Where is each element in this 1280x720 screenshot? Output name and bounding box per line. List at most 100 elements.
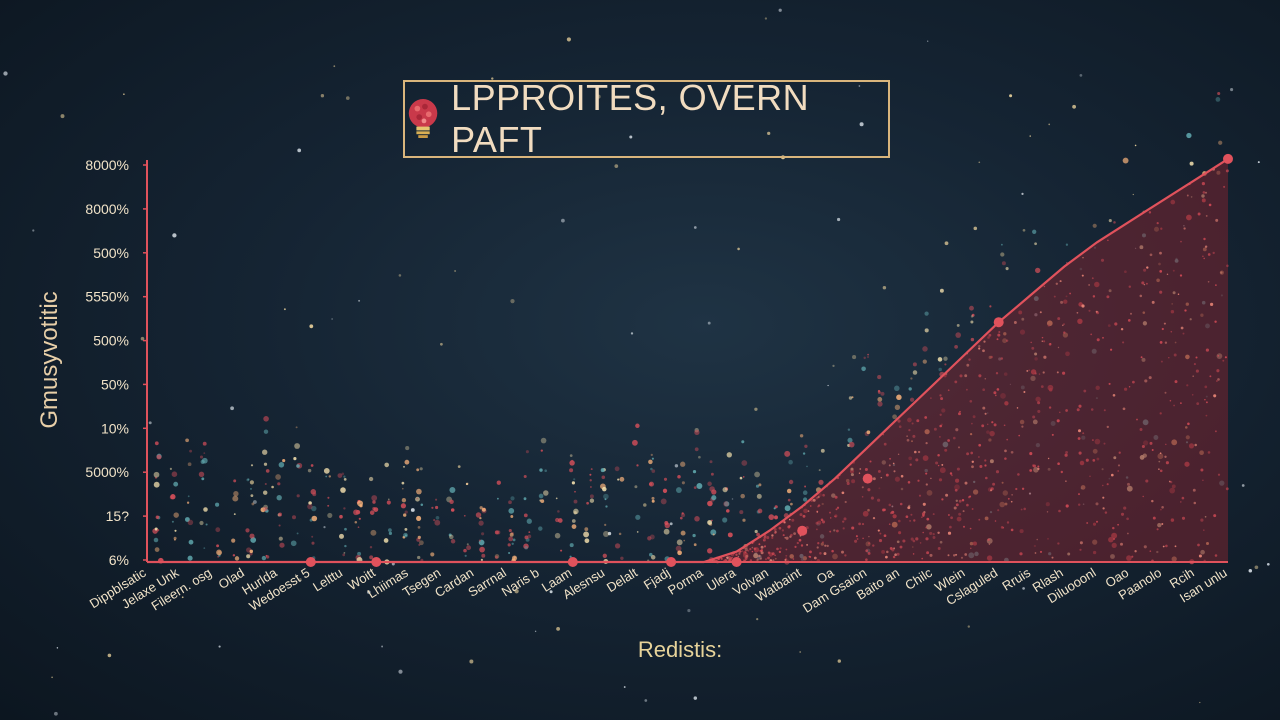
particle-dot (632, 439, 638, 446)
star-dot (1199, 701, 1201, 704)
area-stipple (751, 546, 754, 549)
particle-dot (523, 497, 527, 501)
area-stipple (995, 372, 999, 375)
particle-dot (650, 453, 653, 457)
area-stipple (1088, 309, 1091, 312)
area-stipple (729, 557, 733, 561)
area-stipple (1081, 274, 1084, 277)
particle-dot (726, 452, 732, 458)
particle-dot (524, 545, 529, 550)
data-point (797, 525, 808, 536)
particle-dot (696, 483, 703, 489)
area-stipple (1202, 255, 1204, 258)
area-stipple (1078, 429, 1081, 433)
area-stipple (872, 516, 876, 520)
area-stipple (883, 534, 887, 538)
area-stipple (1114, 322, 1118, 326)
area-stipple (1004, 449, 1007, 453)
particle-dot (359, 504, 363, 508)
particle-dot (867, 356, 869, 358)
particle-dot (693, 543, 697, 547)
area-stipple (1163, 322, 1166, 325)
particle-dot (189, 449, 193, 453)
particle-dot (201, 477, 205, 481)
particle-dot (636, 464, 639, 467)
star-dot (345, 96, 350, 100)
area-stipple (813, 556, 817, 560)
particle-dot (711, 495, 717, 501)
particle-dot (169, 467, 172, 470)
area-stipple (997, 333, 1001, 337)
area-stipple (1057, 317, 1061, 321)
y-tick-label: 500% (93, 245, 129, 261)
particle-dot (970, 315, 974, 318)
area-stipple (1006, 438, 1009, 441)
area-stipple (1120, 542, 1123, 546)
area-stipple (831, 549, 834, 553)
particle-dot (663, 528, 670, 535)
particle-dot (232, 554, 236, 557)
particle-dot (894, 385, 900, 392)
particle-dot (263, 504, 268, 510)
particle-dot (543, 490, 549, 496)
particle-dot (908, 387, 912, 391)
area-stipple (1078, 503, 1081, 506)
area-stipple (841, 550, 844, 554)
particle-dot (786, 488, 792, 494)
area-stipple (851, 526, 855, 530)
particle-dot (681, 481, 685, 485)
particle-dot (249, 533, 255, 539)
particle-dot (694, 429, 700, 436)
area-stipple (1023, 391, 1026, 393)
area-stipple (843, 517, 847, 521)
area-stipple (1118, 451, 1121, 454)
star-dot (56, 647, 59, 649)
particle-dot (634, 485, 638, 489)
particle-dot (247, 478, 250, 481)
area-stipple (720, 557, 723, 560)
star-dot (172, 233, 177, 238)
area-stipple (1102, 507, 1105, 510)
particle-dot (261, 555, 267, 561)
area-stipple (735, 553, 738, 556)
area-stipple (1108, 382, 1111, 385)
area-stipple (1156, 221, 1159, 225)
star-dot (707, 321, 711, 325)
area-stipple (1057, 346, 1060, 349)
area-stipple (1161, 327, 1164, 331)
star-dot (799, 651, 802, 653)
particle-dot (847, 428, 851, 431)
area-stipple (889, 546, 893, 550)
area-stipple (922, 502, 926, 506)
area-stipple (995, 470, 1000, 474)
area-stipple (1081, 304, 1085, 308)
area-stipple (1214, 430, 1217, 433)
particle-dot (1034, 242, 1037, 246)
area-stipple (970, 451, 974, 455)
area-stipple (1202, 479, 1204, 482)
chart-title: LPPROITES, OVERN PAFT (451, 77, 810, 160)
star-dot (643, 503, 647, 507)
particle-dot (265, 554, 268, 557)
area-stipple (763, 539, 765, 542)
area-stipple (1065, 409, 1068, 412)
area-stipple (897, 453, 900, 456)
area-stipple (921, 512, 926, 516)
area-stipple (941, 463, 944, 466)
area-stipple (809, 505, 812, 507)
particle-dot (232, 495, 239, 502)
area-stipple (759, 549, 762, 552)
area-stipple (1056, 371, 1059, 374)
particle-dot (820, 448, 825, 453)
particle-dot (388, 498, 390, 501)
area-stipple (883, 508, 886, 512)
area-stipple (929, 553, 933, 557)
particle-dot (742, 476, 745, 478)
particle-dot (199, 520, 204, 526)
particle-dot (311, 541, 315, 545)
particle-dot (418, 543, 421, 546)
area-stipple (861, 486, 864, 489)
particle-dot (511, 555, 518, 561)
area-stipple (815, 496, 819, 500)
area-stipple (1187, 422, 1190, 426)
